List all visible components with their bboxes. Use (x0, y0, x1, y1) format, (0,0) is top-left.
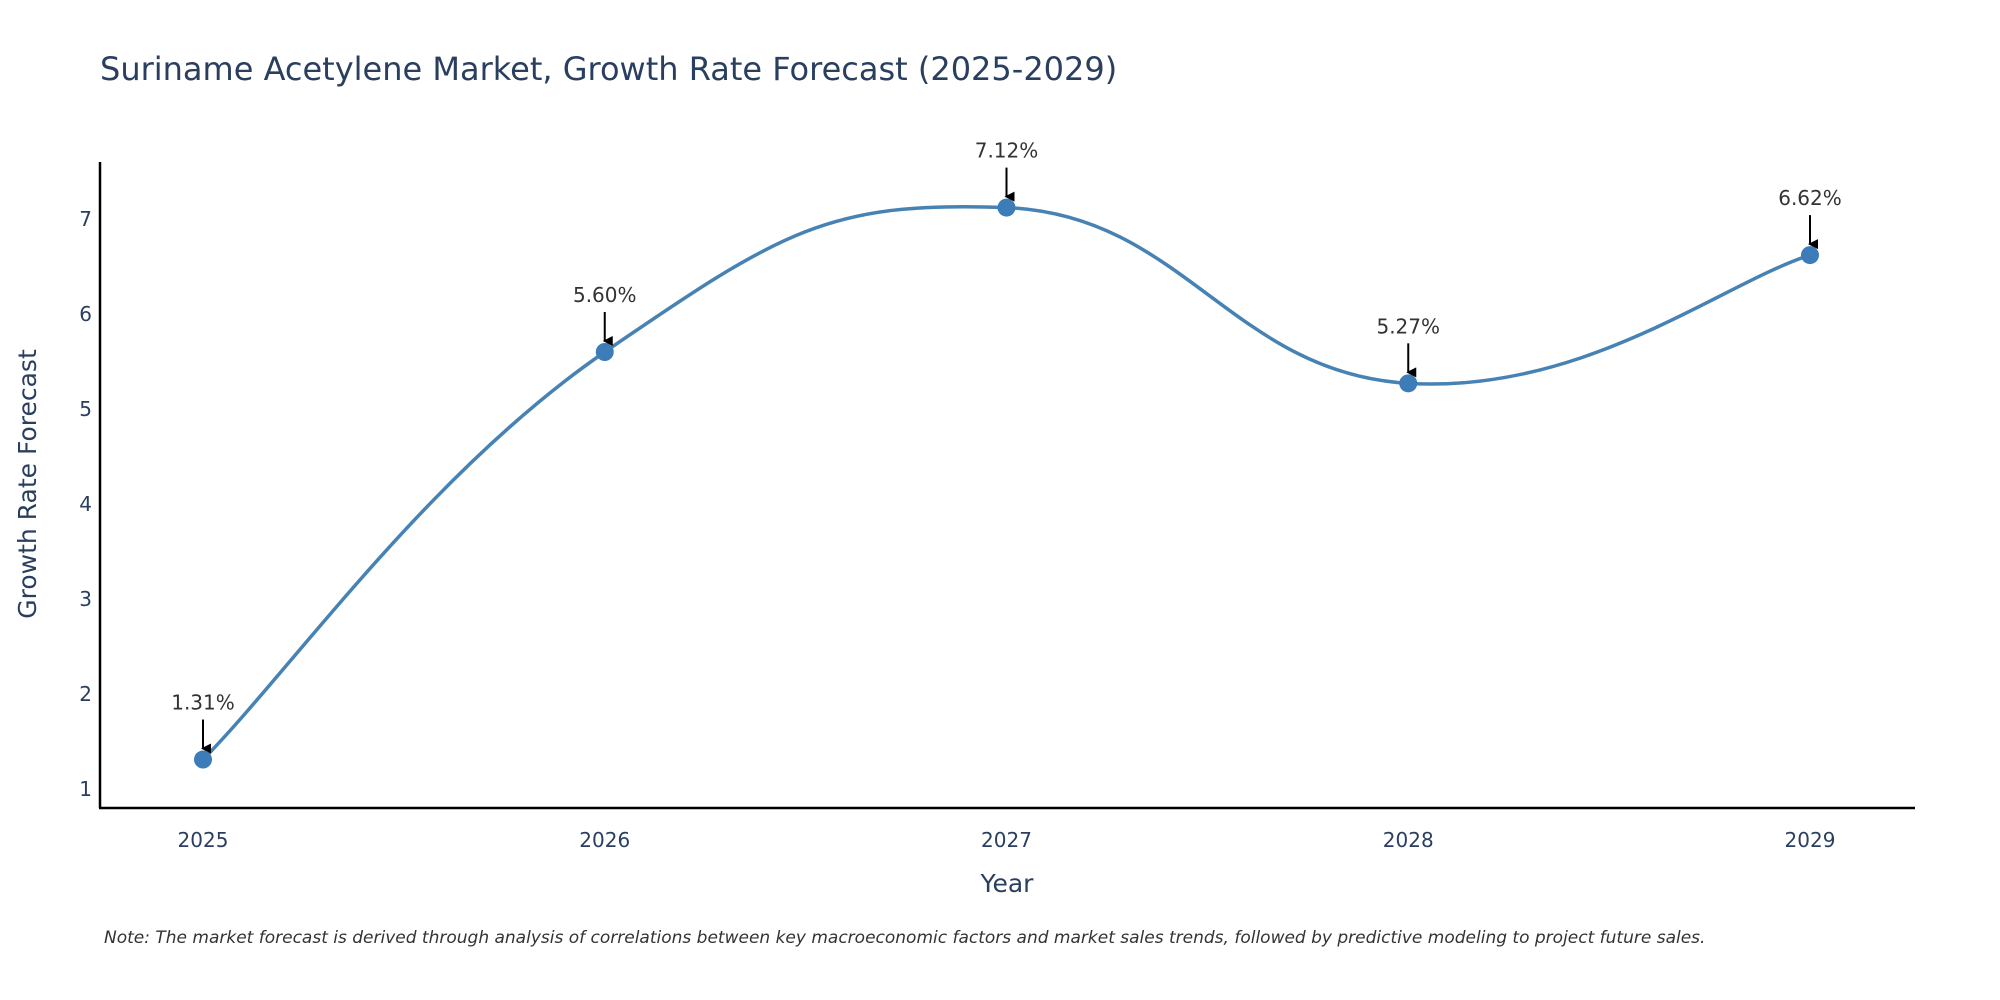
y-tick-label: 6 (79, 302, 92, 326)
data-label-2027: 7.12% (975, 139, 1039, 163)
data-label-2029: 6.62% (1778, 186, 1842, 210)
data-point-2028 (1399, 374, 1418, 393)
y-tick-labels: 1 2 3 4 5 6 7 (79, 207, 92, 801)
y-tick-label: 2 (79, 682, 92, 706)
data-label-2025: 1.31% (171, 691, 235, 715)
data-point-2026 (595, 343, 614, 361)
x-tick-label: 2027 (981, 828, 1032, 852)
footnote: Note: The market forecast is derived thr… (104, 928, 1705, 948)
y-axis-title-group: Growth Rate Forecast (13, 349, 42, 619)
data-point-2025 (194, 750, 212, 769)
y-tick-label: 7 (79, 207, 92, 231)
data-label-2028: 5.27% (1376, 314, 1440, 338)
series-line (201, 204, 1811, 761)
data-point-2027 (997, 198, 1016, 217)
x-tick-label: 2025 (178, 828, 229, 852)
x-tick-label: 2026 (579, 828, 630, 852)
y-tick-label: 1 (79, 777, 92, 801)
y-tick-label: 3 (79, 587, 92, 611)
chart-title: Suriname Acetylene Market, Growth Rate F… (100, 50, 1117, 88)
series-markers (194, 198, 1819, 769)
x-tick-labels: 2025 2026 2027 2028 2029 (178, 828, 1836, 852)
data-label-2026: 5.60% (573, 283, 637, 307)
x-tick-label: 2029 (1785, 828, 1836, 852)
y-tick-label: 4 (79, 492, 92, 516)
x-axis-title: Year (980, 869, 1035, 898)
y-axis-title: Growth Rate Forecast (13, 349, 42, 619)
y-tick-label: 5 (79, 397, 92, 421)
x-tick-label: 2028 (1383, 828, 1434, 852)
data-point-2029 (1801, 246, 1819, 265)
data-label-annotations: 1.31% 5.60% 7.12% 5.27% 6.62% (171, 139, 1842, 754)
